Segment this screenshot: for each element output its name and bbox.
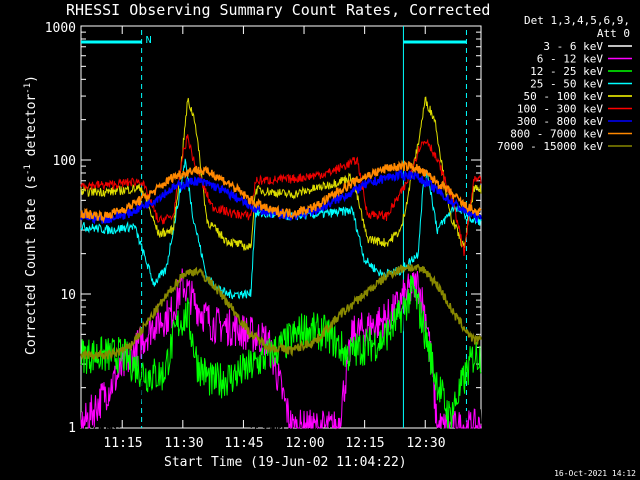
legend-header: Det 1,3,4,5,6,9,	[524, 14, 630, 27]
series-line	[80, 263, 482, 360]
plot-area	[80, 25, 482, 429]
legend-label: 12 - 25 keV	[530, 65, 603, 78]
legend-label: 25 - 50 keV	[530, 78, 603, 91]
chart-title: RHESSI Observing Summary Count Rates, Co…	[66, 1, 490, 19]
night-marker-label: N	[146, 35, 152, 46]
x-tick-label: 11:15	[103, 436, 142, 451]
y-tick-label: 1000	[45, 21, 76, 36]
legend-label: 100 - 300 keV	[517, 103, 603, 116]
y-axis-label: Corrected Count Rate (s-1 detector-1)	[23, 75, 39, 355]
legend-label: 50 - 100 keV	[524, 90, 604, 103]
legend-label: 300 - 800 keV	[517, 115, 603, 128]
x-axis-label: Start Time (19-Jun-02 11:04:22)	[164, 455, 407, 470]
series-line	[80, 268, 482, 430]
chart-marks: N	[80, 26, 482, 430]
x-tick-label: 12:15	[345, 436, 384, 451]
series-line	[80, 275, 482, 429]
series-line	[80, 159, 482, 224]
legend-label: 3 - 6 keV	[543, 40, 603, 53]
legend-label: 800 - 7000 keV	[510, 128, 603, 141]
y-tick-label: 100	[53, 154, 76, 169]
y-tick-label: 1	[68, 421, 76, 436]
x-tick-label: 11:45	[224, 436, 263, 451]
footer-date: 16-Oct-2021 14:12	[554, 469, 636, 478]
x-tick-label: 11:30	[164, 436, 203, 451]
y-tick-label: 10	[60, 288, 76, 303]
legend-label: 6 - 12 keV	[537, 53, 604, 66]
x-tick-label: 12:30	[406, 436, 445, 451]
x-tick-label: 12:00	[285, 436, 324, 451]
legend-label: 7000 - 15000 keV	[497, 140, 603, 153]
legend-header: Att 0	[597, 27, 630, 40]
